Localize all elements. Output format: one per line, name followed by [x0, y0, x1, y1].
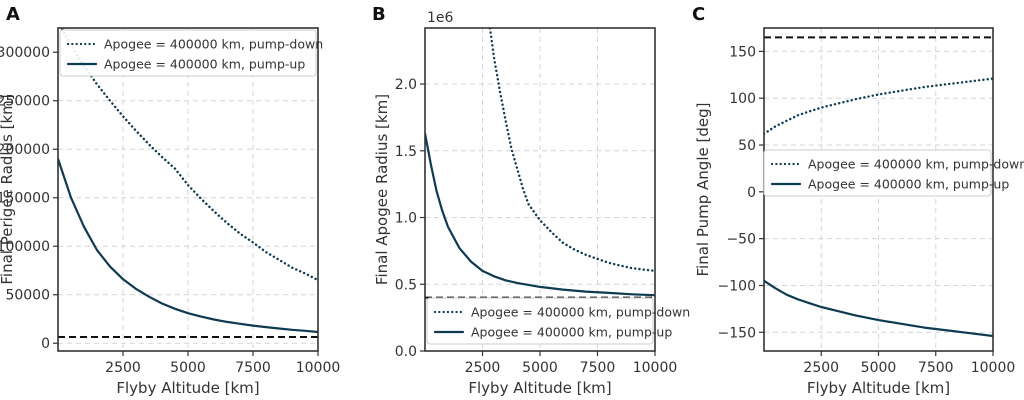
y-tick-label: 150	[729, 44, 756, 60]
x-tick-label: 7500	[235, 360, 271, 376]
x-tick-label: 5000	[522, 360, 558, 376]
y-tick-label: 0.0	[395, 344, 417, 360]
x-tick-label: 2500	[465, 360, 501, 376]
legend-label: Apogee = 400000 km, pump-down	[808, 157, 1024, 172]
panel-B: 2500 5000 7500 10000 0.0 0.5 1.0 1.5 2.0 1e6 Flyby…	[372, 4, 690, 397]
legend-label: Apogee = 400000 km, pump-up	[104, 57, 305, 72]
y-tick-label: 250000	[0, 94, 50, 110]
x-tick-label: 2500	[803, 360, 839, 376]
legend-box	[59, 29, 317, 77]
legend: Apogee = 400000 km, pump-down Apogee = 40…	[763, 149, 1024, 197]
y-tick-label: 200000	[0, 142, 50, 158]
y-tick-label: 1.5	[395, 144, 417, 160]
x-tick-label: 7500	[918, 360, 954, 376]
panel-letter: C	[692, 4, 705, 25]
x-tick-label: 5000	[170, 360, 206, 376]
y-tick-label: 0	[41, 336, 50, 352]
legend-box	[426, 297, 654, 345]
x-axis-label: Flyby Altitude [km]	[807, 379, 950, 397]
y-tick-label: 100	[729, 91, 756, 107]
legend: Apogee = 400000 km, pump-down Apogee = 40…	[59, 29, 323, 77]
y-tick-label: 0.5	[395, 277, 417, 293]
panel-A: 2500 5000 7500 1000005000010000015000020000…	[0, 4, 340, 397]
x-tick-label: 2500	[105, 360, 141, 376]
y-tick-label: 50	[738, 138, 756, 154]
x-axis-label: Flyby Altitude [km]	[468, 379, 611, 397]
series-line-pump-up	[764, 279, 993, 338]
series-line-pump-down	[488, 28, 655, 273]
legend-label: Apogee = 400000 km, pump-down	[104, 37, 323, 52]
x-tick-label: 7500	[580, 360, 616, 376]
y-axis-label: Final Pump Angle [deg]	[694, 103, 712, 277]
panel-C: 2500 5000 7500 10000 −150 −100 −50 0 50 100 150 Fly…	[692, 4, 1024, 397]
y-tick-label: −50	[726, 232, 756, 248]
legend-box	[763, 149, 992, 197]
y-tick-label: 2.0	[395, 77, 417, 93]
y-tick-label: −100	[718, 278, 756, 294]
panel-letter: B	[372, 4, 386, 25]
x-tick-label: 10000	[296, 360, 341, 376]
y-tick-label: 1.0	[395, 211, 417, 227]
x-tick-label: 10000	[971, 360, 1016, 376]
series-line-pump-down	[764, 77, 993, 136]
legend-label: Apogee = 400000 km, pump-up	[808, 177, 1009, 192]
x-tick-label: 5000	[861, 360, 897, 376]
x-tick-label: 10000	[633, 360, 678, 376]
panel-letter: A	[6, 4, 20, 25]
y-tick-label: 100000	[0, 239, 50, 255]
legend-label: Apogee = 400000 km, pump-up	[471, 325, 672, 340]
legend-label: Apogee = 400000 km, pump-down	[471, 305, 690, 320]
y-tick-label: −150	[718, 325, 756, 341]
y-axis-label: Final Perigee Radius [km]	[0, 94, 16, 284]
y-tick-label: 300000	[0, 45, 50, 61]
y-axis-label: Final Apogee Radius [km]	[373, 94, 391, 285]
y-tick-label: 50000	[5, 288, 50, 304]
x-axis-label: Flyby Altitude [km]	[116, 379, 259, 397]
series-line-pump-up	[425, 132, 655, 297]
series-line-pump-up	[58, 157, 318, 334]
y-tick-label: 0	[747, 185, 756, 201]
y-tick-label: 150000	[0, 191, 50, 207]
y-scale-label: 1e6	[427, 10, 454, 26]
series-line-pump-down	[60, 28, 318, 282]
legend: Apogee = 400000 km, pump-down Apogee = 40…	[426, 297, 690, 345]
